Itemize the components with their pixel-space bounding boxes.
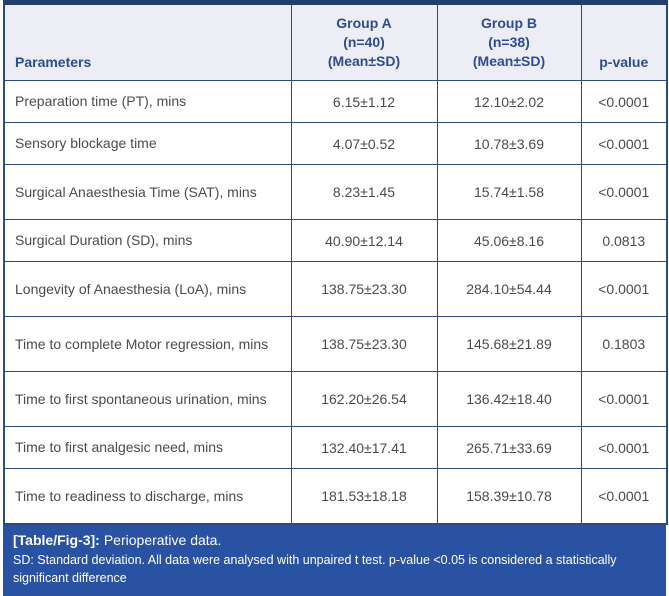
header-group-b: Group B (n=38) (Mean±SD) (436, 2, 582, 81)
table-row: Time to first analgesic need, mins 132.4… (3, 426, 668, 469)
group-b-cell: 158.39±10.78 (436, 468, 582, 524)
p-value-cell: 0.0813 (580, 219, 668, 262)
header-row: Parameters Group A (n=40) (Mean±SD) Grou… (3, 2, 668, 81)
table-body: Preparation time (PT), mins 6.15±1.12 12… (3, 80, 668, 524)
parameter-cell: Time to readiness to discharge, mins (3, 468, 292, 524)
group-a-cell: 138.75±23.30 (290, 316, 438, 372)
parameter-cell: Time to first analgesic need, mins (3, 426, 292, 469)
p-value-cell: <0.0001 (580, 468, 668, 524)
p-value-cell: <0.0001 (580, 371, 668, 427)
table-row: Time to first spontaneous urination, min… (3, 371, 668, 427)
p-value-cell: <0.0001 (580, 261, 668, 317)
header-p-value: p-value (580, 2, 668, 81)
header-group-a: Group A (n=40) (Mean±SD) (290, 2, 438, 81)
group-a-cell: 181.53±18.18 (290, 468, 438, 524)
table-row: Preparation time (PT), mins 6.15±1.12 12… (3, 80, 668, 123)
group-a-cell: 40.90±12.14 (290, 219, 438, 262)
group-a-cell: 8.23±1.45 (290, 164, 438, 220)
group-a-cell: 4.07±0.52 (290, 122, 438, 165)
group-b-cell: 15.74±1.58 (436, 164, 582, 220)
parameter-cell: Longevity of Anaesthesia (LoA), mins (3, 261, 292, 317)
group-a-cell: 6.15±1.12 (290, 80, 438, 123)
p-value-cell: <0.0001 (580, 80, 668, 123)
parameter-cell: Surgical Anaesthesia Time (SAT), mins (3, 164, 292, 220)
group-b-cell: 284.10±54.44 (436, 261, 582, 317)
p-value-cell: <0.0001 (580, 122, 668, 165)
group-b-cell: 145.68±21.89 (436, 316, 582, 372)
group-a-cell: 132.40±17.41 (290, 426, 438, 469)
group-b-cell: 10.78±3.69 (436, 122, 582, 165)
group-b-cell: 136.42±18.40 (436, 371, 582, 427)
p-value-cell: 0.1803 (580, 316, 668, 372)
table-row: Longevity of Anaesthesia (LoA), mins 138… (3, 261, 668, 317)
parameter-cell: Preparation time (PT), mins (3, 80, 292, 123)
group-b-cell: 45.06±8.16 (436, 219, 582, 262)
table-row: Sensory blockage time 4.07±0.52 10.78±3.… (3, 122, 668, 165)
perioperative-data-table: Parameters Group A (n=40) (Mean±SD) Grou… (3, 0, 668, 525)
table-row: Time to complete Motor regression, mins … (3, 316, 668, 372)
group-b-cell: 265.71±33.69 (436, 426, 582, 469)
table-footnote: SD: Standard deviation. All data were an… (13, 552, 617, 586)
table-header: Parameters Group A (n=40) (Mean±SD) Grou… (3, 2, 668, 81)
table-row: Time to readiness to discharge, mins 181… (3, 468, 668, 524)
group-b-cell: 12.10±2.02 (436, 80, 582, 123)
table-row: Surgical Anaesthesia Time (SAT), mins 8.… (3, 164, 668, 220)
table-caption-bar: [Table/Fig-3]: Perioperative data. SD: St… (3, 524, 666, 596)
table-caption: [Table/Fig-3]: Perioperative data. (13, 532, 656, 548)
parameter-cell: Time to first spontaneous urination, min… (3, 371, 292, 427)
caption-label: [Table/Fig-3]: (13, 531, 100, 548)
parameter-cell: Time to complete Motor regression, mins (3, 316, 292, 372)
group-a-cell: 138.75±23.30 (290, 261, 438, 317)
p-value-cell: <0.0001 (580, 164, 668, 220)
parameter-cell: Surgical Duration (SD), mins (3, 219, 292, 262)
caption-text: Perioperative data. (103, 531, 222, 548)
table-row: Surgical Duration (SD), mins 40.90±12.14… (3, 219, 668, 262)
parameter-cell: Sensory blockage time (3, 122, 292, 165)
header-parameters: Parameters (3, 2, 292, 81)
group-a-cell: 162.20±26.54 (290, 371, 438, 427)
p-value-cell: <0.0001 (580, 426, 668, 469)
